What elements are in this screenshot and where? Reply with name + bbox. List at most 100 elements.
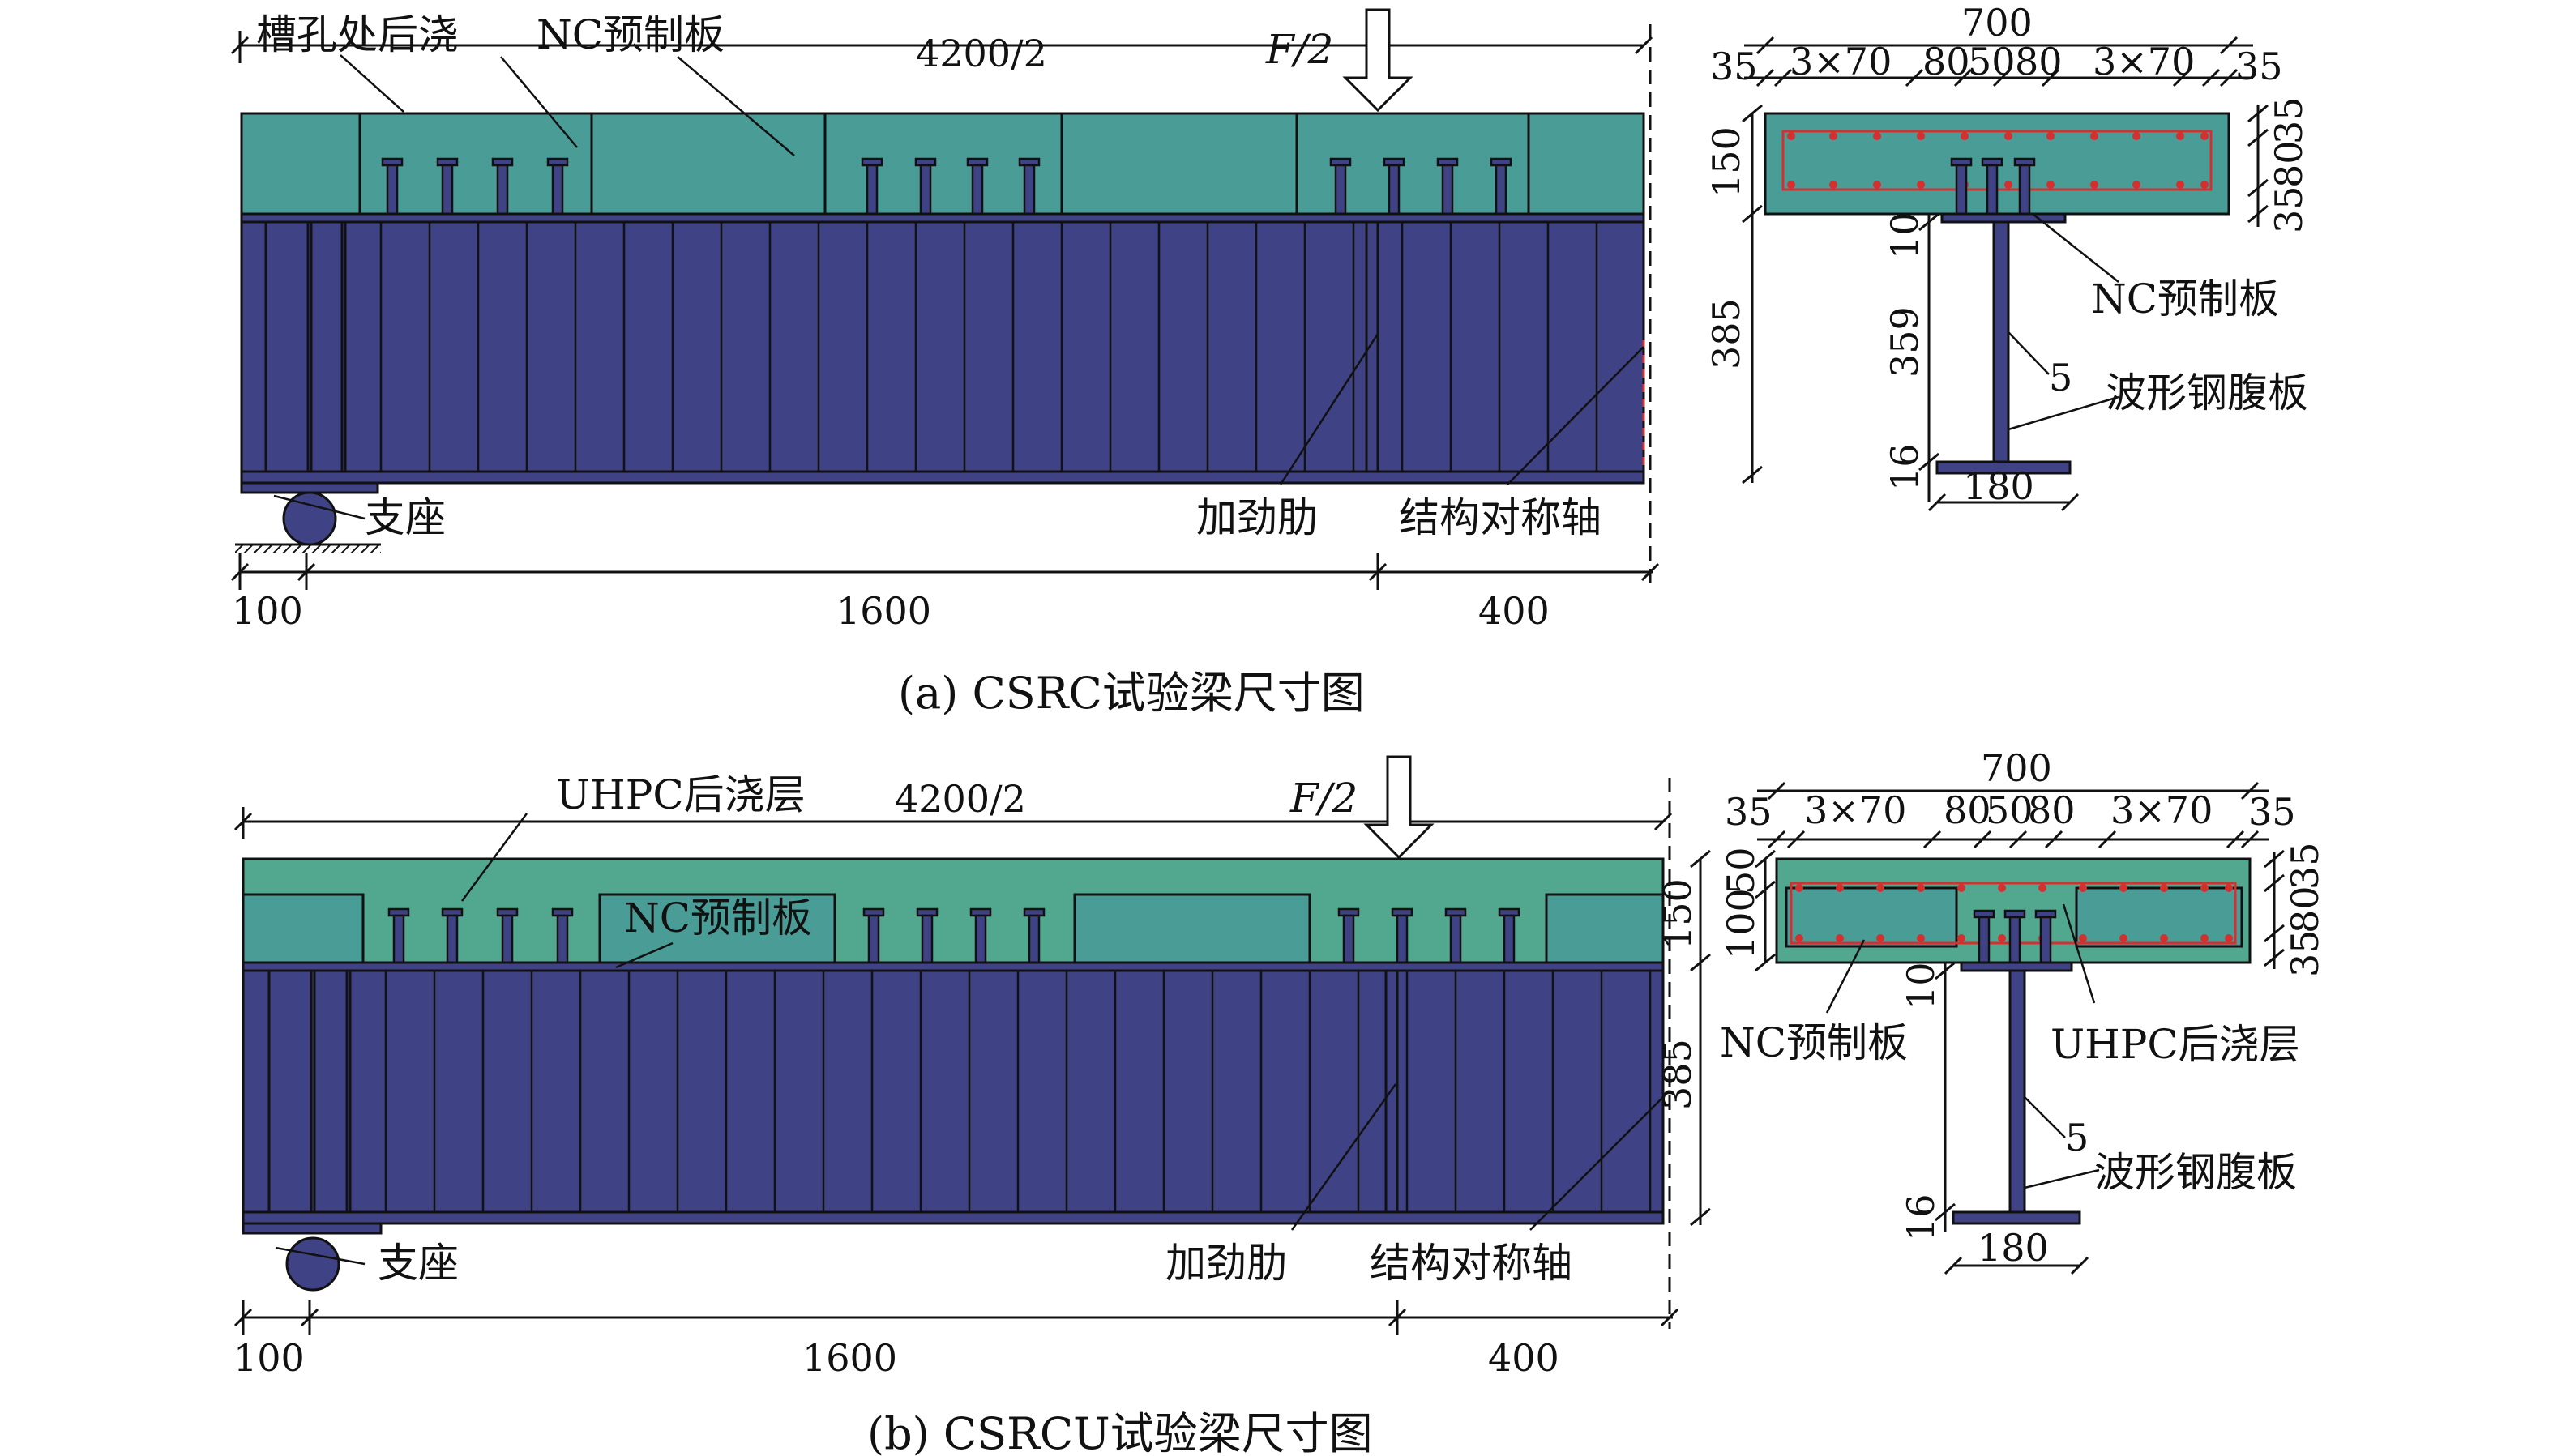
rebar-dot <box>1829 181 1837 189</box>
rebar-dot <box>1873 132 1881 140</box>
rebar-dot <box>1836 934 1844 942</box>
steel-girder-a <box>240 217 1645 473</box>
shear-stud <box>866 164 879 216</box>
bottom-flange-section-a <box>1935 460 2072 475</box>
rebar-dot <box>2176 132 2184 140</box>
caption-a: (a) CSRC试验梁尺寸图 <box>898 668 1365 719</box>
dim-50-a: 50 <box>1968 40 2016 83</box>
label-symmetry-axis-b: 结构对称轴 <box>1370 1240 1572 1287</box>
shear-stud <box>1441 164 1454 216</box>
label-load-b: F/2 <box>1289 775 1358 822</box>
rebar-dot <box>2160 934 2168 942</box>
shear-stud <box>1503 914 1516 964</box>
rebar-dot <box>1957 884 1965 892</box>
dim-rt80-a: 80 <box>2267 140 2311 188</box>
dim-50-b: 50 <box>1986 788 2033 832</box>
shear-stud <box>551 164 564 216</box>
dim-10-a: 10 <box>1883 211 1927 259</box>
dim-3x70b-a: 3×70 <box>2093 40 2195 83</box>
dim-slab-h-b: 150 <box>1656 878 1700 950</box>
shear-stud <box>496 164 509 216</box>
dim-mid-a: 1600 <box>836 589 931 633</box>
dim-3x70b-b: 3×70 <box>2110 788 2213 832</box>
rebar-dot <box>2079 934 2087 942</box>
dim-rt35a-a: 35 <box>2267 96 2311 144</box>
rebar-dot <box>2090 132 2098 140</box>
bottom-flange-b <box>242 1210 1665 1225</box>
dim-tw-a: 5 <box>2049 356 2072 399</box>
dim-slab-h-a: 150 <box>1704 126 1748 198</box>
label-symmetry-axis-a: 结构对称轴 <box>1399 494 1602 541</box>
shear-stud <box>501 914 514 964</box>
rebar-dot <box>2200 884 2209 892</box>
shear-stud <box>1396 914 1409 964</box>
shear-stud <box>446 914 459 964</box>
steel-girder-b <box>242 967 1665 1214</box>
shear-stud <box>1388 164 1401 216</box>
rebar-dot <box>2090 181 2098 189</box>
rebar-dot <box>2119 884 2128 892</box>
panel-a-section: 700 35 3×70 80 50 80 3×70 35 150 385 10 … <box>1704 1 2311 512</box>
support-plate-a <box>240 481 379 494</box>
dim-end-b: 100 <box>233 1336 305 1380</box>
dim-half-span-a: 4200/2 <box>916 32 1047 75</box>
rebar-dot <box>2004 181 2012 189</box>
web-section-a <box>1992 220 2010 463</box>
rebar-dot <box>1795 884 1803 892</box>
dim-mid-b: 1600 <box>802 1336 897 1380</box>
dim-rt80-b: 80 <box>2283 886 2327 933</box>
dim-3x70a-b: 3×70 <box>1804 788 1906 832</box>
dim-half-span-b: 4200/2 <box>895 777 1026 821</box>
shear-stud <box>974 914 987 964</box>
rebar-dot <box>2004 132 2012 140</box>
rebar-dot <box>1998 934 2006 942</box>
dim-35b-a: 35 <box>2235 45 2283 88</box>
shear-stud <box>919 164 932 216</box>
shear-studs-b <box>387 907 1520 964</box>
rebar-dot <box>1961 132 1969 140</box>
shear-stud <box>441 164 454 216</box>
label-stiffener-b: 加劲肋 <box>1165 1240 1287 1287</box>
dim-16-a: 16 <box>1883 443 1927 491</box>
label-uhpc-layer-b: UHPC后浇层 <box>556 771 806 818</box>
top-flange-b <box>242 961 1665 972</box>
label-uhpc-section-b: UHPC后浇层 <box>2051 1021 2300 1068</box>
rebar-dot <box>1836 884 1844 892</box>
shear-stud <box>1495 164 1507 216</box>
label-support-a: 支座 <box>365 494 446 541</box>
rebar-dot <box>2200 132 2209 140</box>
rebar-dot <box>1876 884 1884 892</box>
rebar-dot <box>2119 934 2128 942</box>
dim-80b-b: 80 <box>2028 788 2076 832</box>
shear-stud <box>867 914 880 964</box>
dim-tw-b: 5 <box>2065 1116 2089 1159</box>
dim-80b-a: 80 <box>2015 40 2063 83</box>
shear-studs-a <box>381 157 1512 216</box>
dim-width-a: 700 <box>1961 1 2033 45</box>
shear-stud <box>386 164 399 216</box>
dim-3x70a-a: 3×70 <box>1790 40 1892 83</box>
shear-stud <box>1342 914 1355 964</box>
dim-35a-a: 35 <box>1710 45 1758 88</box>
rebar-dot <box>2200 934 2209 942</box>
dim-near-axis-a: 400 <box>1478 589 1550 633</box>
rebar-dot <box>1917 181 1925 189</box>
rebar-dot <box>1917 132 1925 140</box>
rebar-dot <box>2046 181 2055 189</box>
dim-385-b: 385 <box>1656 1039 1700 1110</box>
load-arrow-a <box>1342 8 1413 113</box>
rebar-dot <box>2046 132 2055 140</box>
label-slot-pour-a: 槽孔处后浇 <box>256 11 459 58</box>
rebar-dot <box>1917 884 1925 892</box>
label-nc-slab-b: NC预制板 <box>624 895 812 941</box>
shear-stud <box>556 914 569 964</box>
dim-35a-b: 35 <box>1725 790 1773 834</box>
label-stiffener-a: 加劲肋 <box>1196 494 1318 541</box>
load-arrow-b <box>1363 755 1435 860</box>
top-flange-a <box>240 212 1645 224</box>
shear-stud <box>971 164 984 216</box>
shear-stud <box>1028 914 1041 964</box>
rebar-dot <box>1998 884 2006 892</box>
bottom-flange-section-b <box>1952 1210 2081 1225</box>
label-nc-slab-section-b: NC预制板 <box>1720 1019 1908 1066</box>
